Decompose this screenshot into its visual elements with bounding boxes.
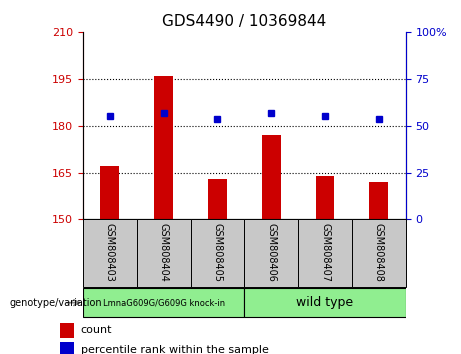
Bar xyxy=(83,288,244,317)
Text: GSM808404: GSM808404 xyxy=(159,223,169,282)
Bar xyxy=(316,176,334,219)
Bar xyxy=(262,135,281,219)
Bar xyxy=(298,219,352,287)
Text: percentile rank within the sample: percentile rank within the sample xyxy=(81,344,269,354)
Text: GSM808403: GSM808403 xyxy=(105,223,115,282)
Bar xyxy=(60,342,74,354)
Text: GSM808407: GSM808407 xyxy=(320,223,330,282)
Text: GSM808405: GSM808405 xyxy=(213,223,223,282)
Text: GSM808408: GSM808408 xyxy=(374,223,384,282)
Bar xyxy=(83,219,137,287)
Title: GDS4490 / 10369844: GDS4490 / 10369844 xyxy=(162,14,326,29)
Text: genotype/variation: genotype/variation xyxy=(9,298,102,308)
Bar xyxy=(137,219,190,287)
Bar xyxy=(369,182,388,219)
Bar xyxy=(244,288,406,317)
Text: GSM808406: GSM808406 xyxy=(266,223,276,282)
Text: wild type: wild type xyxy=(296,296,354,309)
Bar xyxy=(208,179,227,219)
Bar xyxy=(352,219,406,287)
Bar xyxy=(154,76,173,219)
Bar xyxy=(190,219,244,287)
Text: LmnaG609G/G609G knock-in: LmnaG609G/G609G knock-in xyxy=(103,298,225,307)
Text: count: count xyxy=(81,325,112,336)
Bar xyxy=(100,166,119,219)
Bar xyxy=(244,219,298,287)
Bar xyxy=(60,323,74,338)
